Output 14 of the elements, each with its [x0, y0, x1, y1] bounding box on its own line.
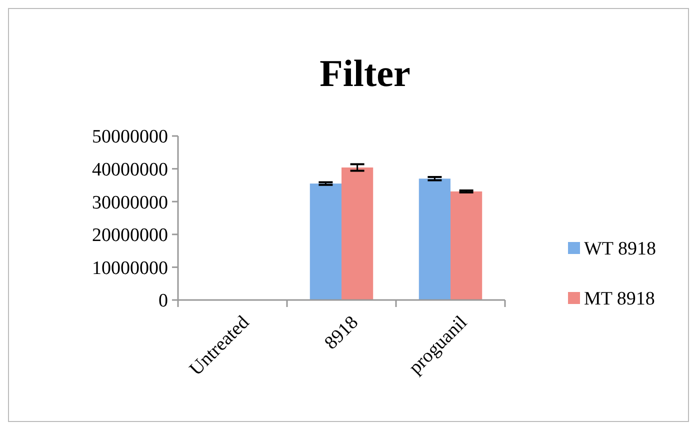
chart-title: Filter [320, 53, 410, 95]
bar [342, 167, 374, 300]
legend-label: MT 8918 [584, 288, 655, 310]
legend-label: WT 8918 [584, 238, 656, 260]
y-tick-label: 40000000 [92, 159, 168, 180]
y-tick-label: 0 [158, 290, 168, 312]
y-tick-label: 20000000 [92, 225, 168, 246]
y-tick-label: 10000000 [92, 258, 168, 279]
y-tick-label: 30000000 [92, 192, 168, 214]
bar [310, 184, 342, 300]
x-tick-label: 8918 [320, 312, 362, 354]
bar [418, 178, 450, 300]
bar [450, 191, 482, 300]
y-tick-label: 50000000 [92, 126, 168, 148]
